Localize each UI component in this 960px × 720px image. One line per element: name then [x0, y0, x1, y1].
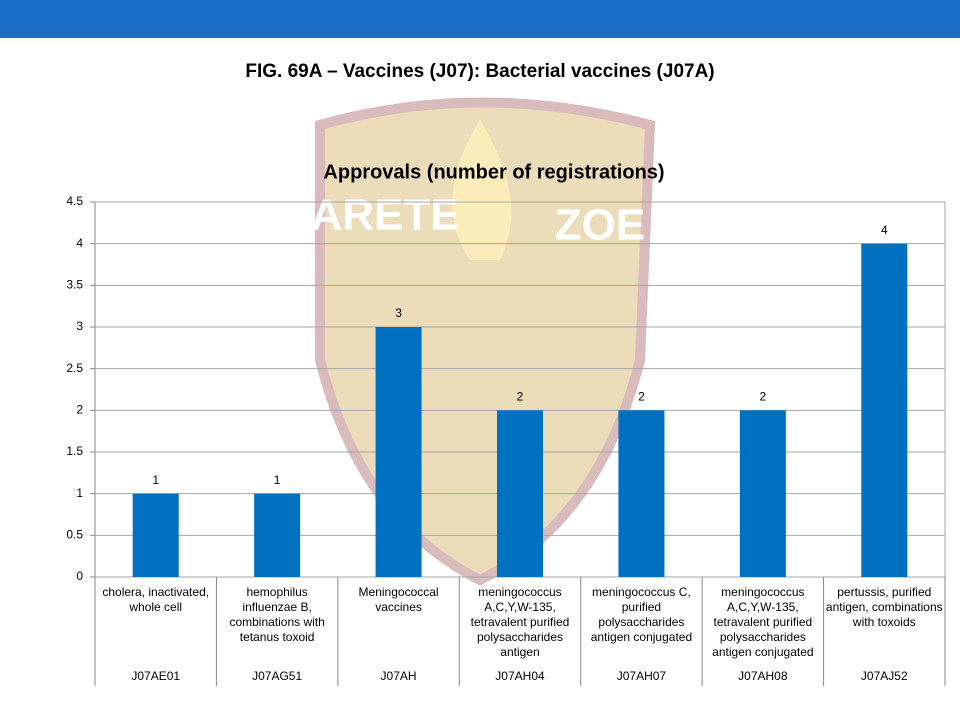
- y-tick-label: 4: [76, 236, 83, 250]
- x-tick-label: meningococcus A,C,Y,W-135, tetravalent p…: [712, 585, 814, 659]
- watermark-text: ARETE: [310, 191, 459, 240]
- value-label: 4: [881, 223, 888, 237]
- page-title: FIG. 69A – Vaccines (J07): Bacterial vac…: [245, 61, 714, 82]
- x-tick-label: hemophilus influenzae B, combinations wi…: [229, 585, 325, 644]
- category-code: J07AH: [380, 669, 417, 683]
- category-code: J07AH08: [738, 669, 788, 683]
- y-tick-label: 1: [76, 486, 83, 500]
- value-label: 2: [517, 390, 524, 404]
- top-band: [0, 0, 960, 38]
- category-code: J07AJ52: [860, 669, 908, 683]
- bar: [618, 410, 665, 577]
- y-tick-label: 0: [76, 569, 83, 583]
- y-tick-label: 1.5: [66, 444, 83, 458]
- chart-title: Approvals (number of registrations): [323, 161, 664, 183]
- category-code: J07AE01: [131, 669, 181, 683]
- y-tick-label: 2: [76, 403, 83, 417]
- x-tick-label: meningococcus A,C,Y,W-135, tetravalent p…: [470, 585, 570, 659]
- value-label: 1: [274, 473, 281, 487]
- bar: [132, 493, 179, 577]
- bar: [861, 243, 908, 577]
- bar: [497, 410, 543, 577]
- category-code: J07AG51: [252, 669, 303, 683]
- y-tick-label: 0.5: [66, 528, 83, 542]
- y-tick-label: 2.5: [66, 361, 83, 375]
- y-tick-label: 4.5: [66, 194, 83, 208]
- bar: [254, 493, 301, 577]
- value-label: 2: [638, 390, 645, 404]
- x-tick-label: meningococcus C, purified polysaccharide…: [590, 585, 693, 644]
- x-tick-label: cholera, inactivated, whole cell: [102, 585, 210, 614]
- category-code: J07AH04: [495, 669, 545, 683]
- value-label: 1: [152, 473, 159, 487]
- watermark-text: ZOE: [555, 201, 645, 250]
- bar: [375, 327, 422, 577]
- category-code: J07AH07: [616, 669, 667, 683]
- x-tick-label: Meningococcal vaccines: [358, 585, 439, 614]
- bar: [739, 410, 786, 577]
- value-label: 3: [395, 306, 402, 320]
- y-tick-label: 3: [76, 319, 83, 333]
- value-label: 2: [760, 390, 767, 404]
- x-tick-label: pertussis, purified antigen, combination…: [825, 585, 943, 629]
- y-tick-label: 3.5: [66, 278, 83, 292]
